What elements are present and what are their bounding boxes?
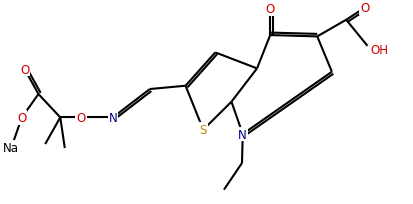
Text: N: N — [108, 111, 117, 124]
Text: Na: Na — [3, 141, 19, 154]
Text: N: N — [238, 128, 247, 141]
Text: O: O — [265, 3, 274, 16]
Text: S: S — [199, 124, 206, 136]
Text: O: O — [359, 2, 369, 15]
Text: O: O — [17, 111, 26, 124]
Text: O: O — [20, 63, 29, 76]
Text: OH: OH — [370, 44, 388, 57]
Text: O: O — [76, 111, 85, 124]
